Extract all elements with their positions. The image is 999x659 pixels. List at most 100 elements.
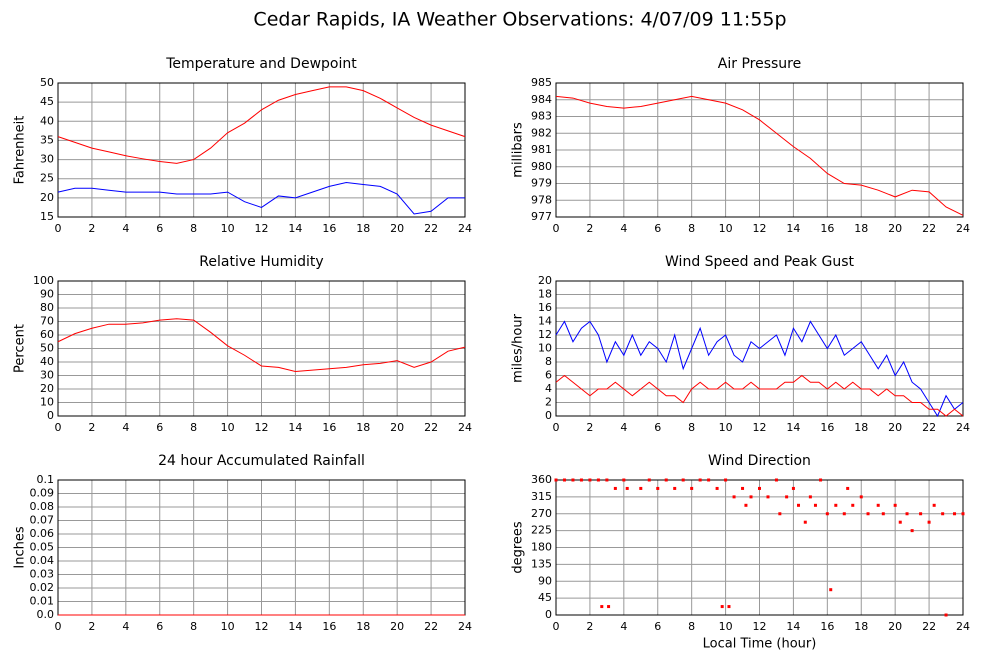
x-tick-label: 16	[322, 421, 336, 434]
y-tick-label: 225	[531, 524, 552, 537]
y-tick-label: 14	[538, 315, 552, 328]
x-tick-label: 24	[956, 620, 970, 633]
y-tick-label: 978	[531, 193, 552, 206]
point	[808, 495, 812, 499]
y-tick-label: 0.02	[30, 581, 55, 594]
y-tick-label: 0.04	[30, 554, 55, 567]
point	[741, 486, 745, 490]
point	[778, 512, 782, 516]
y-axis-label: miles/hour	[511, 313, 526, 382]
y-tick-label: 50	[40, 76, 54, 89]
x-tick-label: 12	[255, 421, 269, 434]
point	[647, 478, 651, 482]
point	[961, 512, 965, 516]
point	[588, 478, 592, 482]
x-tick-label: 24	[458, 222, 472, 235]
point	[819, 478, 823, 482]
y-tick-label: 0	[47, 409, 54, 422]
point	[881, 512, 885, 516]
point	[834, 503, 838, 507]
point	[829, 588, 833, 592]
y-tick-label: 10	[538, 342, 552, 355]
x-tick-label: 22	[922, 421, 936, 434]
x-tick-label: 12	[753, 620, 767, 633]
point	[571, 478, 575, 482]
point	[859, 495, 863, 499]
y-tick-label: 360	[531, 473, 552, 486]
point	[724, 478, 728, 482]
y-tick-label: 984	[531, 93, 552, 106]
y-tick-label: 135	[531, 557, 552, 570]
point	[866, 512, 870, 516]
point	[690, 486, 694, 490]
point	[656, 486, 660, 490]
point	[851, 503, 855, 507]
y-tick-label: 0.05	[30, 541, 55, 554]
point	[905, 512, 909, 516]
point	[876, 503, 880, 507]
x-tick-label: 2	[88, 620, 95, 633]
y-tick-label: 0.07	[30, 514, 55, 527]
y-tick-label: 315	[531, 490, 552, 503]
point	[944, 613, 948, 617]
x-tick-label: 8	[190, 421, 197, 434]
x-tick-label: 2	[586, 421, 593, 434]
x-tick-label: 16	[820, 620, 834, 633]
point	[797, 503, 801, 507]
series-line	[555, 95, 964, 216]
y-tick-label: 30	[40, 369, 54, 382]
point	[953, 512, 957, 516]
y-tick-label: 45	[40, 95, 54, 108]
point	[791, 486, 795, 490]
point	[749, 495, 753, 499]
x-tick-label: 20	[390, 421, 404, 434]
chart-title: Air Pressure	[718, 56, 801, 72]
x-tick-label: 24	[458, 620, 472, 633]
point	[774, 478, 778, 482]
series-line	[57, 182, 465, 215]
point	[732, 495, 736, 499]
x-tick-label: 20	[390, 222, 404, 235]
point	[707, 478, 711, 482]
x-tick-label: 22	[424, 421, 438, 434]
x-tick-label: 6	[654, 421, 661, 434]
y-tick-label: 0.01	[30, 595, 55, 608]
point	[715, 486, 719, 490]
x-tick-label: 24	[956, 222, 970, 235]
x-tick-label: 10	[221, 620, 235, 633]
chart-title: Wind Direction	[708, 453, 811, 469]
point	[613, 486, 617, 490]
y-tick-label: 979	[531, 177, 552, 190]
x-tick-label: 14	[786, 421, 800, 434]
x-tick-label: 20	[888, 222, 902, 235]
point	[910, 529, 914, 533]
point	[803, 520, 807, 524]
series-line	[57, 86, 466, 164]
x-tick-label: 2	[88, 421, 95, 434]
x-tick-label: 6	[654, 222, 661, 235]
y-tick-label: 16	[538, 301, 552, 314]
y-axis-label: millibars	[511, 122, 526, 178]
point	[622, 478, 626, 482]
x-tick-label: 16	[820, 421, 834, 434]
point	[825, 512, 829, 516]
plot-frame	[555, 479, 964, 616]
y-tick-label: 180	[531, 541, 552, 554]
point	[596, 478, 600, 482]
y-tick-label: 60	[40, 328, 54, 341]
point	[720, 605, 724, 609]
y-tick-label: 0.08	[30, 500, 55, 513]
y-tick-label: 70	[40, 315, 54, 328]
point	[932, 503, 936, 507]
y-tick-label: 90	[538, 574, 552, 587]
x-tick-label: 24	[956, 421, 970, 434]
y-tick-label: 8	[545, 355, 552, 368]
x-tick-label: 0	[553, 620, 560, 633]
x-tick-label: 14	[786, 222, 800, 235]
series-line	[555, 374, 964, 417]
point	[562, 478, 566, 482]
y-tick-label: 0.06	[30, 527, 55, 540]
x-tick-label: 10	[221, 421, 235, 434]
y-tick-label: 10	[40, 396, 54, 409]
point	[625, 486, 629, 490]
